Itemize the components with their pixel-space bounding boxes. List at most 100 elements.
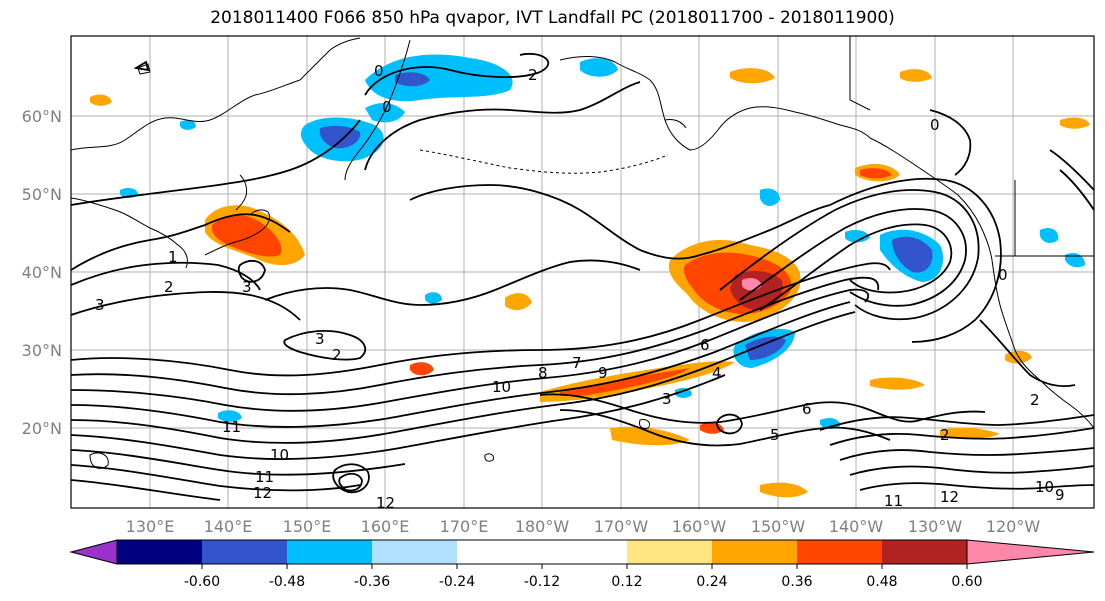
contour-line xyxy=(71,374,726,460)
contour-line xyxy=(338,472,363,492)
contour-line xyxy=(332,463,370,494)
map-title: 2018011400 F066 850 hPa qvapor, IVT Land… xyxy=(210,8,895,28)
positive-anomaly-region xyxy=(90,94,112,106)
latitude-axis-labels: 60°N 50°N 40°N 30°N 20°N xyxy=(22,107,62,438)
contour-line xyxy=(409,184,831,260)
contour-line xyxy=(237,259,266,283)
alaska-coastline xyxy=(559,56,871,151)
japan-coastline xyxy=(235,174,248,211)
contour-line xyxy=(829,427,1094,446)
contour-line xyxy=(759,223,953,311)
positive-anomaly-region xyxy=(860,168,892,179)
colorbar-tick-label: 0.24 xyxy=(696,574,727,590)
contour-line xyxy=(71,301,851,428)
asia-coastline xyxy=(71,37,361,151)
lon-label: 140°W xyxy=(829,517,884,536)
map-layers: 0 0 0 3 3 3 2 2 2 1 7 8 9 10 10 11 11 12… xyxy=(71,36,1094,512)
lon-label: 160°W xyxy=(672,517,727,536)
qvapor-fills xyxy=(90,54,1090,498)
colorbar-segment xyxy=(287,540,372,564)
lon-label: 180°W xyxy=(515,517,570,536)
contour-label: 1 xyxy=(168,248,178,266)
contour-label: 12 xyxy=(376,494,395,512)
island xyxy=(639,419,651,429)
contour-label: 7 xyxy=(572,354,582,372)
contour-label: 3 xyxy=(662,390,672,408)
negative-anomaly-region xyxy=(395,72,430,87)
contour-line xyxy=(264,259,641,306)
colorbar-segment xyxy=(542,540,627,564)
negative-anomaly-region xyxy=(892,236,933,273)
contour-label: 2 xyxy=(528,66,538,84)
lon-label: 160°E xyxy=(361,517,410,536)
lat-label: 50°N xyxy=(22,185,62,204)
contour-line xyxy=(539,393,986,424)
colorbar-tick-label: -0.24 xyxy=(439,574,475,590)
negative-anomaly-region xyxy=(845,230,870,243)
contour-label: 3 xyxy=(315,330,325,348)
positive-anomaly-region xyxy=(211,214,282,257)
colorbar-tick-label: 0.60 xyxy=(951,574,982,590)
lon-label: 150°E xyxy=(283,517,332,536)
contour-line xyxy=(829,177,1002,343)
colorbar-segment xyxy=(457,540,542,564)
ivt-contours xyxy=(71,53,1094,501)
japan-coastline xyxy=(204,209,271,256)
contour-label: 5 xyxy=(770,426,780,444)
positive-anomaly-region xyxy=(1060,117,1090,129)
contour-label: 9 xyxy=(598,364,608,382)
contour-line xyxy=(819,414,1094,431)
contour-line xyxy=(979,319,1076,388)
contour-line xyxy=(1059,169,1094,211)
contour-line xyxy=(559,409,891,447)
contour-label: 10 xyxy=(270,446,289,464)
boundary-line xyxy=(849,36,871,111)
negative-anomaly-region xyxy=(218,410,242,422)
lat-label: 30°N xyxy=(22,341,62,360)
contour-label: 9 xyxy=(1055,486,1065,504)
contour-label: 10 xyxy=(1035,478,1054,496)
positive-anomaly-region xyxy=(730,68,775,84)
lon-label: 170°W xyxy=(594,517,649,536)
colorbar-tick-label: -0.12 xyxy=(524,574,560,590)
lon-label: 140°E xyxy=(204,517,253,536)
alaska-coastline xyxy=(664,119,687,129)
contour-label: 0 xyxy=(374,62,384,80)
contour-label: 2 xyxy=(940,426,950,444)
negative-anomaly-region xyxy=(425,292,442,304)
contour-line xyxy=(283,330,367,361)
contour-line xyxy=(71,262,891,377)
positive-anomaly-region xyxy=(900,69,932,82)
map-frame xyxy=(70,35,1095,509)
lat-label: 60°N xyxy=(22,107,62,126)
positive-anomaly-region xyxy=(760,482,808,498)
contour-line xyxy=(839,447,1094,461)
contour-line xyxy=(133,60,150,72)
island xyxy=(137,63,151,75)
lat-label: 20°N xyxy=(22,419,62,438)
contour-line xyxy=(71,291,301,321)
coastlines xyxy=(71,36,1094,469)
colorbar-ticks xyxy=(201,564,968,569)
contour-line xyxy=(71,213,291,271)
lat-label: 40°N xyxy=(22,263,62,282)
colorbar-tick-label: -0.48 xyxy=(269,574,305,590)
colorbar-segment xyxy=(627,540,712,564)
contour-line xyxy=(716,413,743,435)
colorbar-tick-label: -0.36 xyxy=(354,574,390,590)
positive-anomaly-region xyxy=(560,368,690,397)
contour-label: 4 xyxy=(712,364,722,382)
colorbar-segment xyxy=(797,540,882,564)
negative-anomaly-region xyxy=(1065,253,1085,268)
colorbar-tick-label: 0.48 xyxy=(866,574,897,590)
contour-label: 6 xyxy=(802,400,812,418)
contour-label: 2 xyxy=(1030,391,1040,409)
contour-line xyxy=(71,479,221,501)
contour-label: 0 xyxy=(382,98,392,116)
contour-label: 6 xyxy=(700,336,710,354)
contour-label: 2 xyxy=(332,346,342,364)
contour-line xyxy=(71,464,361,492)
colorbar-segment xyxy=(202,540,287,564)
positive-anomaly-region xyxy=(410,362,434,376)
aleutian-islands xyxy=(419,149,669,174)
